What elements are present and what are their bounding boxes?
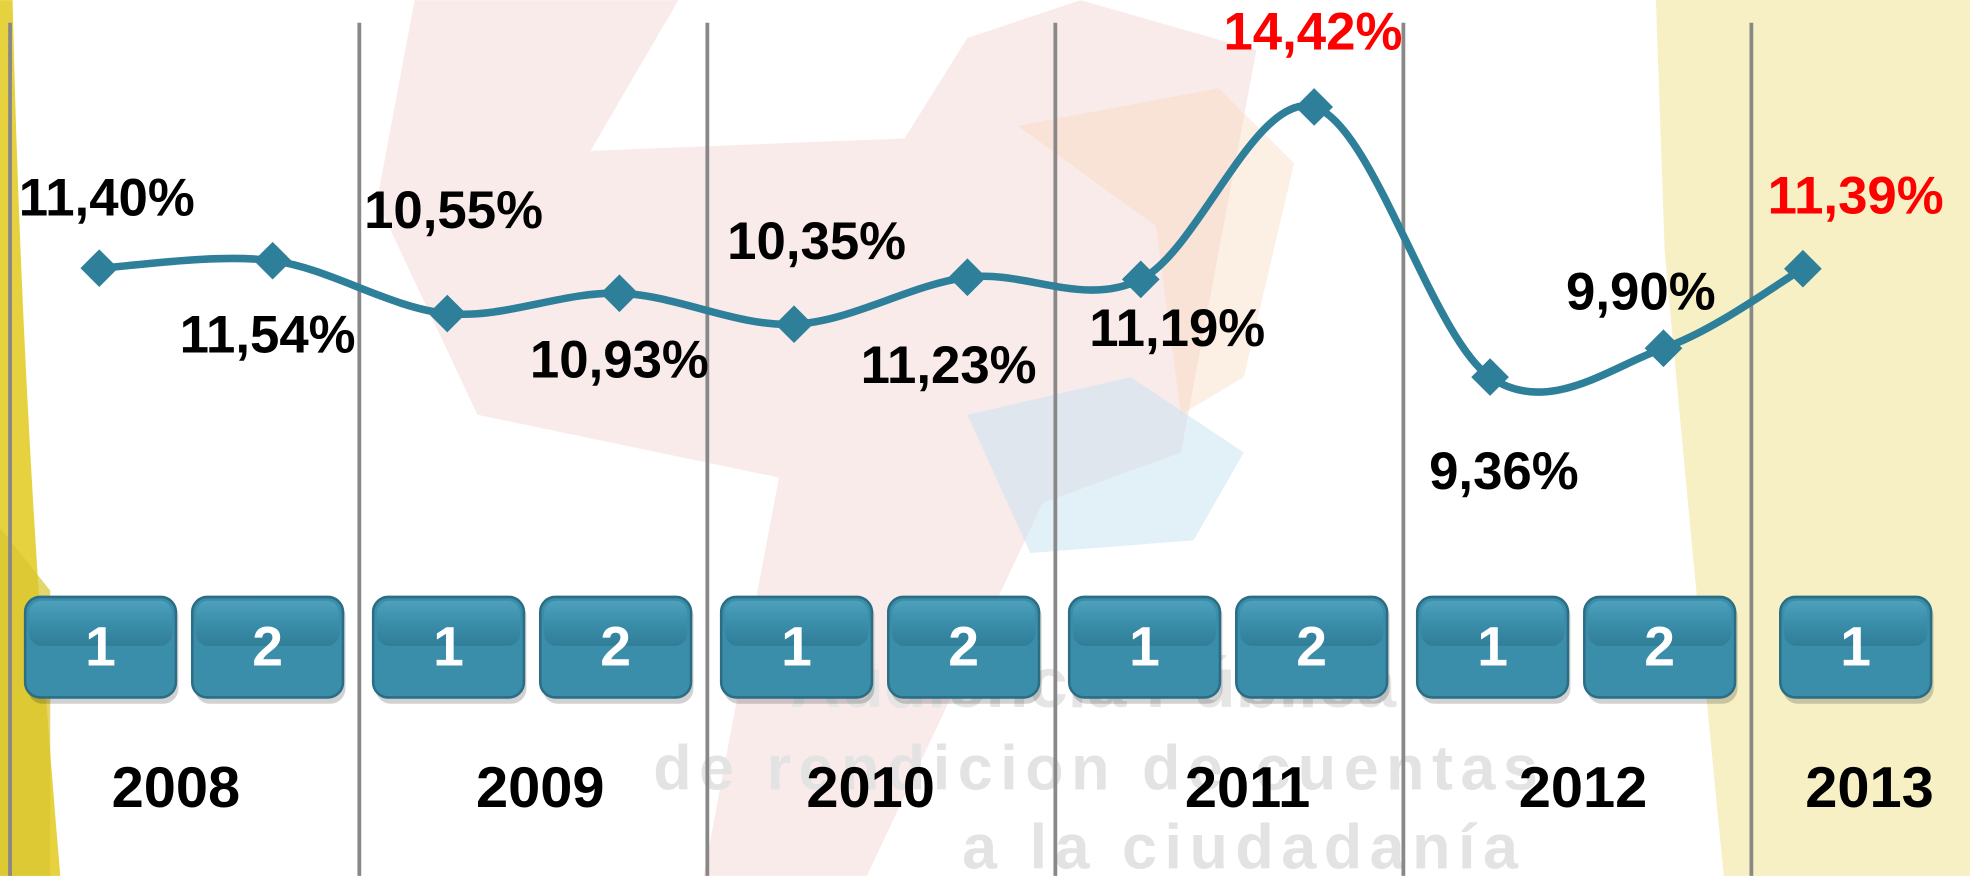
- value-label: 10,93%: [530, 331, 709, 390]
- period-button: 1: [719, 595, 875, 704]
- separators: [8, 22, 1754, 876]
- series-line: [95, 102, 1807, 396]
- period-button: 1: [23, 595, 179, 704]
- button-gloss: [892, 600, 1036, 646]
- period-button: 2: [887, 595, 1042, 704]
- value-label: 11,19%: [1089, 299, 1265, 358]
- period-label: 1: [1840, 616, 1871, 678]
- period-label: 1: [433, 616, 464, 678]
- watermark-text: de rendicion de cuentas: [653, 733, 1545, 803]
- period-button: 2: [538, 595, 694, 704]
- value-label: 9,90%: [1566, 262, 1716, 321]
- data-point: [600, 274, 639, 313]
- watermark-shape: [967, 377, 1244, 553]
- value-label: 10,55%: [364, 181, 543, 240]
- value-label: 9,36%: [1429, 442, 1579, 501]
- button-gloss: [1240, 600, 1384, 646]
- button-gloss: [1420, 600, 1565, 646]
- period-button: 1: [1415, 595, 1571, 704]
- data-point: [1295, 88, 1334, 126]
- period-button: 1: [371, 595, 527, 704]
- period-button: 1: [1067, 595, 1223, 704]
- period-label: 2: [1296, 616, 1327, 678]
- button-gloss: [28, 600, 173, 646]
- button-gloss: [544, 600, 688, 646]
- year-label: 2012: [1519, 756, 1648, 820]
- value-label: 11,40%: [19, 169, 195, 228]
- button-gloss: [1588, 600, 1732, 646]
- period-label: 2: [1644, 616, 1675, 678]
- period-label: 2: [252, 616, 283, 678]
- watermark-shape: [1017, 88, 1295, 415]
- year-label: 2011: [1185, 756, 1310, 820]
- data-point: [1471, 358, 1509, 396]
- period-button: 1: [1779, 595, 1934, 704]
- period-label: 2: [600, 616, 631, 678]
- value-label: 14,42%: [1223, 2, 1402, 61]
- period-label: 2: [948, 616, 979, 678]
- value-label: 11,54%: [180, 306, 356, 365]
- watermark-text: a la ciudadanía: [962, 813, 1525, 876]
- data-point: [1784, 249, 1822, 288]
- value-label: 11,23%: [861, 336, 1037, 395]
- year-label: 2009: [476, 756, 605, 820]
- value-label: 11,39%: [1768, 167, 1944, 226]
- data-point: [428, 294, 467, 333]
- period-label: 1: [1477, 616, 1508, 678]
- button-gloss: [1784, 600, 1928, 646]
- period-label: 1: [1129, 616, 1160, 678]
- value-label: 10,35%: [727, 212, 906, 271]
- button-gloss: [195, 600, 340, 646]
- button-gloss: [376, 600, 521, 646]
- period-button: 2: [1235, 595, 1390, 704]
- period-label: 1: [85, 616, 116, 678]
- data-point: [1644, 329, 1683, 368]
- year-label: 2013: [1805, 756, 1934, 820]
- year-label: 2008: [112, 756, 241, 820]
- data-point: [775, 305, 813, 344]
- button-gloss: [724, 600, 869, 646]
- period-button: 2: [1583, 595, 1738, 704]
- button-gloss: [1072, 600, 1217, 646]
- period-label: 1: [781, 616, 812, 678]
- year-label: 2010: [806, 756, 935, 820]
- period-button: 2: [190, 595, 346, 704]
- watermark-shape: [376, 0, 1257, 876]
